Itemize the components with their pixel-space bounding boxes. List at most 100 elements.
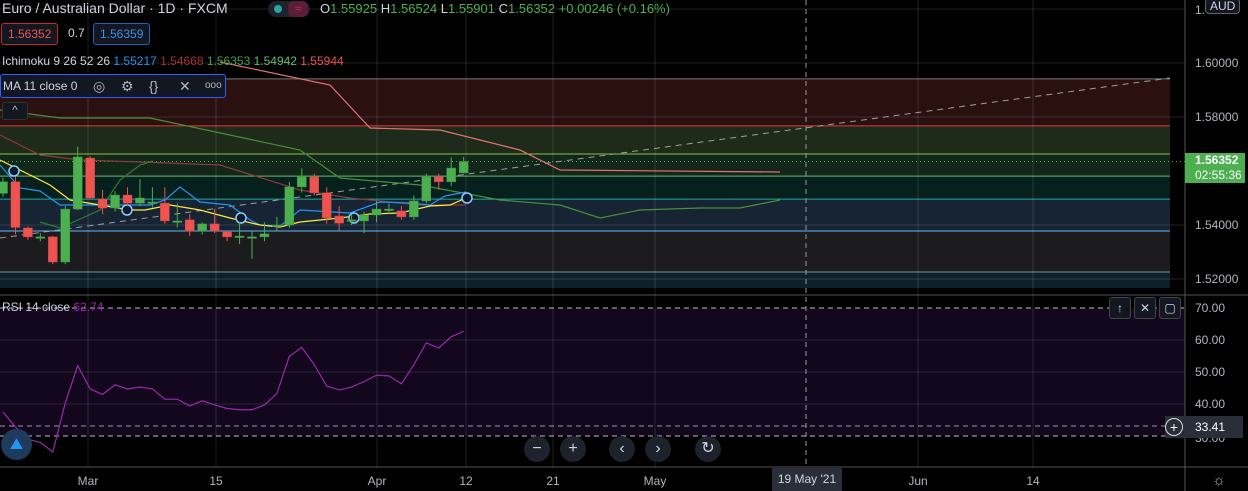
ma-marker: [8, 165, 20, 177]
time-label: Mar: [77, 474, 99, 488]
rsi-label: 70.00: [1195, 301, 1226, 315]
ichimoku-value: 1.54668: [156, 54, 204, 68]
candle-body: [10, 181, 21, 228]
crosshair-date-label: 19 May '21: [772, 468, 842, 491]
ichimoku-lead-b: [0, 109, 781, 219]
gear-icon[interactable]: ⚙: [121, 78, 134, 94]
ma-legend[interactable]: MA 11 close 0 ◎ ⚙ {} ✕ ooo: [0, 74, 226, 98]
crosshair-value-label[interactable]: +33.41: [1165, 416, 1243, 438]
ohlc-readout: O1.55925 H1.56524 L1.55901 C1.56352 +0.0…: [320, 1, 670, 16]
candle-body: [321, 192, 332, 219]
candle-body: [421, 176, 432, 202]
symbol-title[interactable]: Euro / Australian Dollar · 1D · FXCM: [2, 0, 228, 16]
level-zone: [0, 176, 1170, 200]
data-delay-icon: ≈: [288, 1, 308, 17]
price-label: 1.52000: [1195, 272, 1239, 286]
candle-body: [384, 208, 394, 211]
chart-settings-icon[interactable]: ☼: [1212, 472, 1226, 489]
sell-button[interactable]: 1.56352: [1, 23, 59, 45]
price-label: 1.60000: [1195, 56, 1239, 70]
candle-body: [284, 186, 295, 226]
candle-body: [0, 181, 8, 194]
move-pane-up-button[interactable]: ↑: [1109, 297, 1131, 319]
price-label: 1.: [1195, 3, 1206, 17]
scroll-right-button[interactable]: ›: [645, 436, 671, 462]
candle-body: [434, 176, 444, 183]
scroll-left-button[interactable]: ‹: [609, 436, 635, 462]
ma-marker: [121, 204, 133, 216]
candle-body: [222, 231, 232, 238]
ichimoku-value: 1.54942: [250, 54, 297, 68]
tradingview-logo-icon[interactable]: ⛰: [1, 429, 32, 460]
candle-body: [122, 194, 133, 204]
level-zone: [0, 153, 1170, 177]
candle-body: [197, 223, 207, 232]
candle-body: [234, 235, 245, 238]
rsi-label: 60.00: [1195, 333, 1226, 347]
candle-body: [160, 202, 170, 222]
market-status-pill[interactable]: ≈: [268, 1, 310, 17]
bar-countdown: 02:55:36: [1195, 168, 1242, 182]
candle-body: [72, 156, 83, 210]
close-pane-button[interactable]: ✕: [1134, 297, 1156, 319]
maximize-pane-button[interactable]: ▢: [1159, 297, 1181, 319]
candle-body: [272, 224, 282, 227]
reset-chart-button[interactable]: ↻: [695, 436, 721, 462]
collapse-legend-button[interactable]: ^: [2, 102, 28, 120]
price-label: 1.58000: [1195, 110, 1239, 124]
candle-body: [346, 219, 357, 222]
candle-body: [297, 176, 307, 188]
candle-body: [396, 210, 407, 218]
candle-body: [359, 214, 369, 222]
close-icon: ✕: [1139, 301, 1151, 315]
add-alert-icon[interactable]: +: [1165, 418, 1183, 436]
ma-marker: [461, 192, 473, 204]
level-zone: [0, 271, 1170, 288]
level-zone: [0, 230, 1170, 272]
ichimoku-name: Ichimoku 9 26 52 26: [2, 54, 111, 68]
time-label: 14: [1026, 474, 1040, 488]
spread-value: 0.7: [68, 26, 85, 40]
time-label: 21: [546, 474, 560, 488]
candle-body: [135, 197, 145, 204]
candle-body: [247, 236, 257, 239]
buy-button[interactable]: 1.56359: [93, 23, 151, 45]
more-icon[interactable]: ooo: [205, 80, 222, 91]
zoom-out-button[interactable]: −: [524, 436, 550, 462]
market-open-icon: [274, 5, 282, 13]
candle-body: [371, 208, 382, 216]
rsi-legend[interactable]: RSI 14 close 62.74: [2, 300, 104, 314]
eye-icon[interactable]: ◎: [93, 78, 106, 94]
time-label: 12: [459, 474, 473, 488]
time-label: 15: [209, 474, 223, 488]
level-zone: [0, 125, 1170, 154]
ichimoku-legend[interactable]: Ichimoku 9 26 52 26 1.55217 1.54668 1.56…: [2, 54, 344, 68]
time-label: May: [643, 474, 667, 488]
candle-body: [97, 198, 108, 209]
ichimoku-chikou: [39, 160, 154, 229]
braces-icon[interactable]: {}: [149, 78, 159, 94]
candle-body: [110, 194, 120, 209]
candle-body: [259, 233, 270, 238]
current-price-label: 1.56352 02:55:36: [1185, 153, 1245, 183]
maximize-icon: ▢: [1164, 301, 1176, 315]
time-label: Apr: [367, 474, 387, 488]
candle-body: [209, 223, 220, 232]
currency-button[interactable]: AUD: [1205, 0, 1241, 14]
rsi-label: 40.00: [1195, 397, 1226, 411]
candle-body: [48, 236, 58, 263]
candle-body: [409, 200, 419, 218]
ichimoku-value: 1.55944: [296, 54, 344, 68]
level-zone: [0, 199, 1170, 231]
ichimoku-value: 1.55217: [113, 54, 157, 68]
candle-body: [334, 215, 344, 224]
candle-body: [35, 236, 46, 239]
zoom-in-button[interactable]: +: [560, 436, 586, 462]
candle-body: [147, 201, 158, 204]
rsi-line: [2, 330, 464, 454]
rsi-band-fill: [0, 308, 1185, 436]
close-icon[interactable]: ✕: [179, 78, 191, 94]
time-label: Jun: [908, 474, 928, 488]
ma-name: MA 11 close 0: [3, 79, 78, 93]
